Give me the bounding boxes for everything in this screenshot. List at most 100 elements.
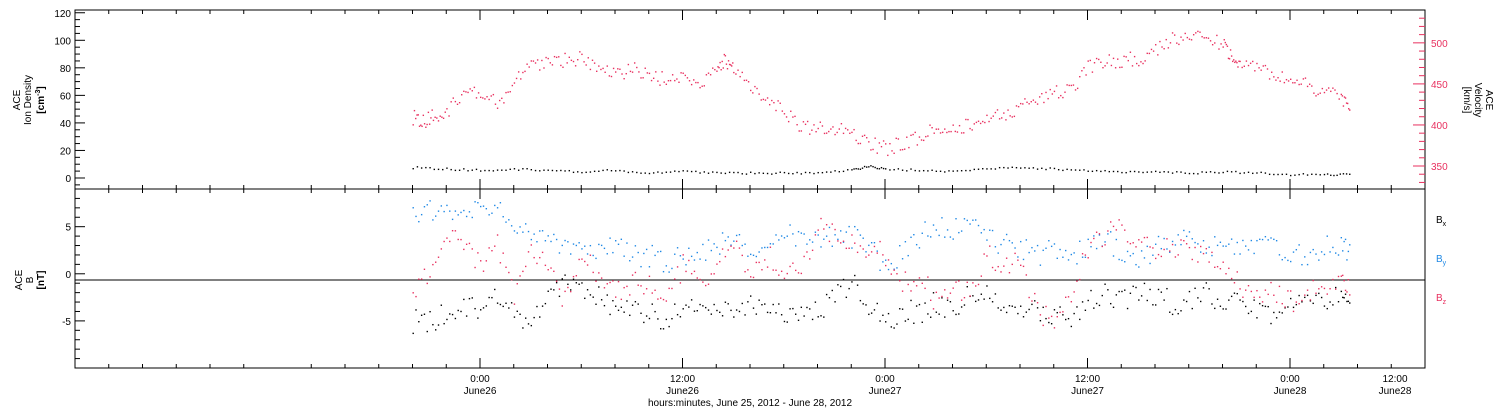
data-point [1155, 304, 1157, 306]
data-point [730, 245, 732, 247]
data-point [1268, 78, 1271, 80]
data-point [1129, 255, 1132, 257]
data-point [1256, 62, 1258, 65]
data-point [499, 303, 502, 306]
data-point [471, 169, 473, 171]
data-point [733, 240, 735, 242]
data-point [1201, 35, 1203, 38]
data-point [1110, 221, 1112, 223]
data-point [1042, 324, 1044, 327]
data-point [806, 251, 808, 253]
data-point [465, 91, 467, 93]
data-point [1089, 59, 1092, 62]
data-point [1138, 266, 1140, 268]
data-point [1292, 82, 1294, 84]
data-point [1123, 55, 1125, 58]
data-point [1347, 300, 1350, 303]
data-point [575, 275, 578, 277]
data-point [648, 72, 651, 75]
data-point [623, 255, 625, 257]
data-point [1242, 239, 1244, 242]
data-point [1008, 305, 1011, 307]
data-point [501, 97, 503, 100]
data-point [1301, 301, 1303, 303]
data-point [416, 166, 419, 168]
data-point [568, 169, 570, 172]
data-point [1087, 60, 1089, 62]
data-point [1022, 103, 1024, 105]
data-point [1126, 250, 1129, 253]
data-point [780, 270, 783, 273]
data-point [460, 211, 462, 214]
data-point [492, 93, 495, 96]
data-point [1339, 173, 1341, 175]
data-point [620, 298, 623, 301]
data-point [1126, 241, 1129, 243]
data-point [921, 282, 923, 284]
data-point [561, 244, 563, 247]
data-point [1207, 37, 1210, 39]
data-point [795, 313, 797, 315]
data-point [707, 239, 710, 241]
data-point [510, 225, 513, 227]
data-point [579, 51, 581, 53]
data-point [690, 83, 693, 86]
data-point [724, 55, 727, 57]
legend-by: By [1436, 254, 1447, 267]
data-point [1225, 245, 1227, 247]
data-point [567, 283, 569, 286]
data-point [1030, 101, 1032, 103]
time-tick-label: 0:00 [470, 374, 490, 385]
data-point [1112, 306, 1115, 309]
data-point [1195, 32, 1197, 34]
data-point [1267, 293, 1269, 296]
data-point [640, 285, 642, 287]
data-point [885, 321, 887, 323]
data-point [1197, 261, 1199, 263]
data-point [525, 223, 527, 225]
data-point [1178, 43, 1180, 46]
data-point [1348, 108, 1350, 110]
data-point [809, 308, 811, 310]
data-point [848, 225, 850, 228]
data-point [980, 232, 983, 234]
data-point [539, 230, 541, 232]
data-point [533, 316, 535, 319]
data-point [1098, 234, 1101, 236]
data-point [989, 245, 991, 247]
data-point [439, 115, 441, 117]
data-point [1326, 293, 1328, 295]
data-point [423, 123, 426, 125]
data-point [1114, 67, 1117, 69]
data-point [1249, 62, 1252, 64]
data-point [1087, 257, 1089, 259]
data-point [1095, 57, 1098, 60]
data-point [631, 274, 634, 276]
data-point [1118, 258, 1120, 261]
data-point [775, 234, 777, 236]
data-point [644, 172, 646, 174]
data-point [522, 71, 524, 74]
data-point [1115, 238, 1118, 241]
data-point [433, 168, 435, 171]
data-point [1336, 92, 1338, 95]
data-point [1326, 235, 1328, 237]
data-point [963, 304, 966, 306]
data-point [1090, 246, 1092, 248]
legend-bz-base: B [1436, 293, 1443, 304]
data-point [1152, 304, 1154, 306]
date-tick-label: June26 [666, 386, 699, 397]
data-point [621, 73, 623, 75]
data-point [1300, 83, 1302, 85]
data-point [991, 229, 994, 232]
data-point [797, 319, 800, 322]
data-point [901, 308, 904, 310]
data-point [1281, 312, 1283, 314]
data-point [1349, 109, 1351, 111]
data-point [1258, 67, 1260, 69]
density-tick-label: 40 [60, 119, 72, 130]
data-point [637, 284, 639, 286]
data-point [831, 245, 833, 247]
data-point [769, 243, 772, 245]
data-point [654, 289, 656, 291]
